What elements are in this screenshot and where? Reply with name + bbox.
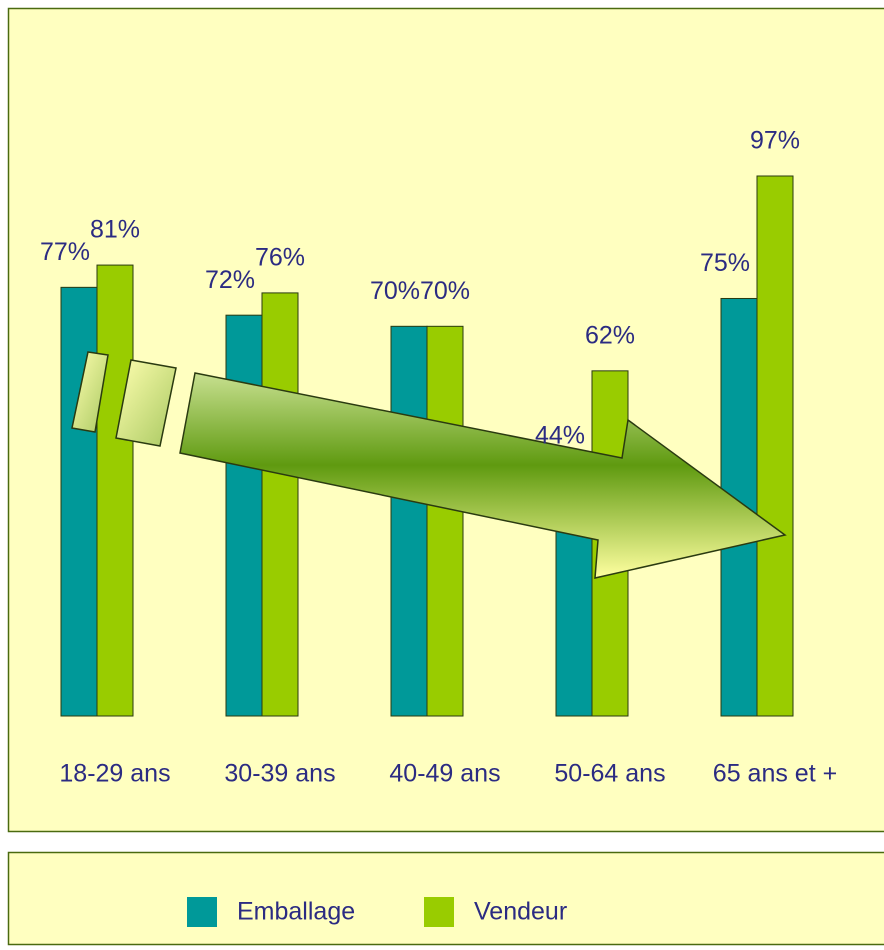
bar: [426, 325, 464, 717]
legend-swatch: [424, 897, 454, 927]
trend-arrow: [71, 351, 787, 579]
legend-label: Vendeur: [474, 898, 567, 926]
legend-swatch: [187, 897, 217, 927]
data-label: 75%: [700, 249, 750, 277]
bar: [756, 175, 794, 717]
data-label: 70%: [420, 277, 470, 305]
bar: [261, 292, 299, 717]
x-tick-label: 50-64 ans: [554, 760, 665, 788]
data-label: 72%: [205, 266, 255, 294]
x-tick-label: 18-29 ans: [59, 760, 170, 788]
x-tick-label: 65 ans et +: [713, 760, 837, 788]
bar: [60, 286, 98, 717]
bar: [390, 325, 428, 717]
data-label: 97%: [750, 127, 800, 155]
x-tick-label: 30-39 ans: [224, 760, 335, 788]
data-label: 70%: [370, 277, 420, 305]
data-label: 44%: [535, 422, 585, 450]
x-tick-label: 40-49 ans: [389, 760, 500, 788]
data-label: 76%: [255, 244, 305, 272]
bar: [225, 314, 263, 717]
bar: [96, 264, 134, 717]
data-label: 62%: [585, 321, 635, 349]
legend-label: Emballage: [237, 898, 355, 926]
data-label: 81%: [90, 216, 140, 244]
data-label: 77%: [40, 238, 90, 266]
labels: 18-29 ans 77%81% 30-39 ans 72%76% 40-49 ans 7…: [40, 127, 837, 788]
